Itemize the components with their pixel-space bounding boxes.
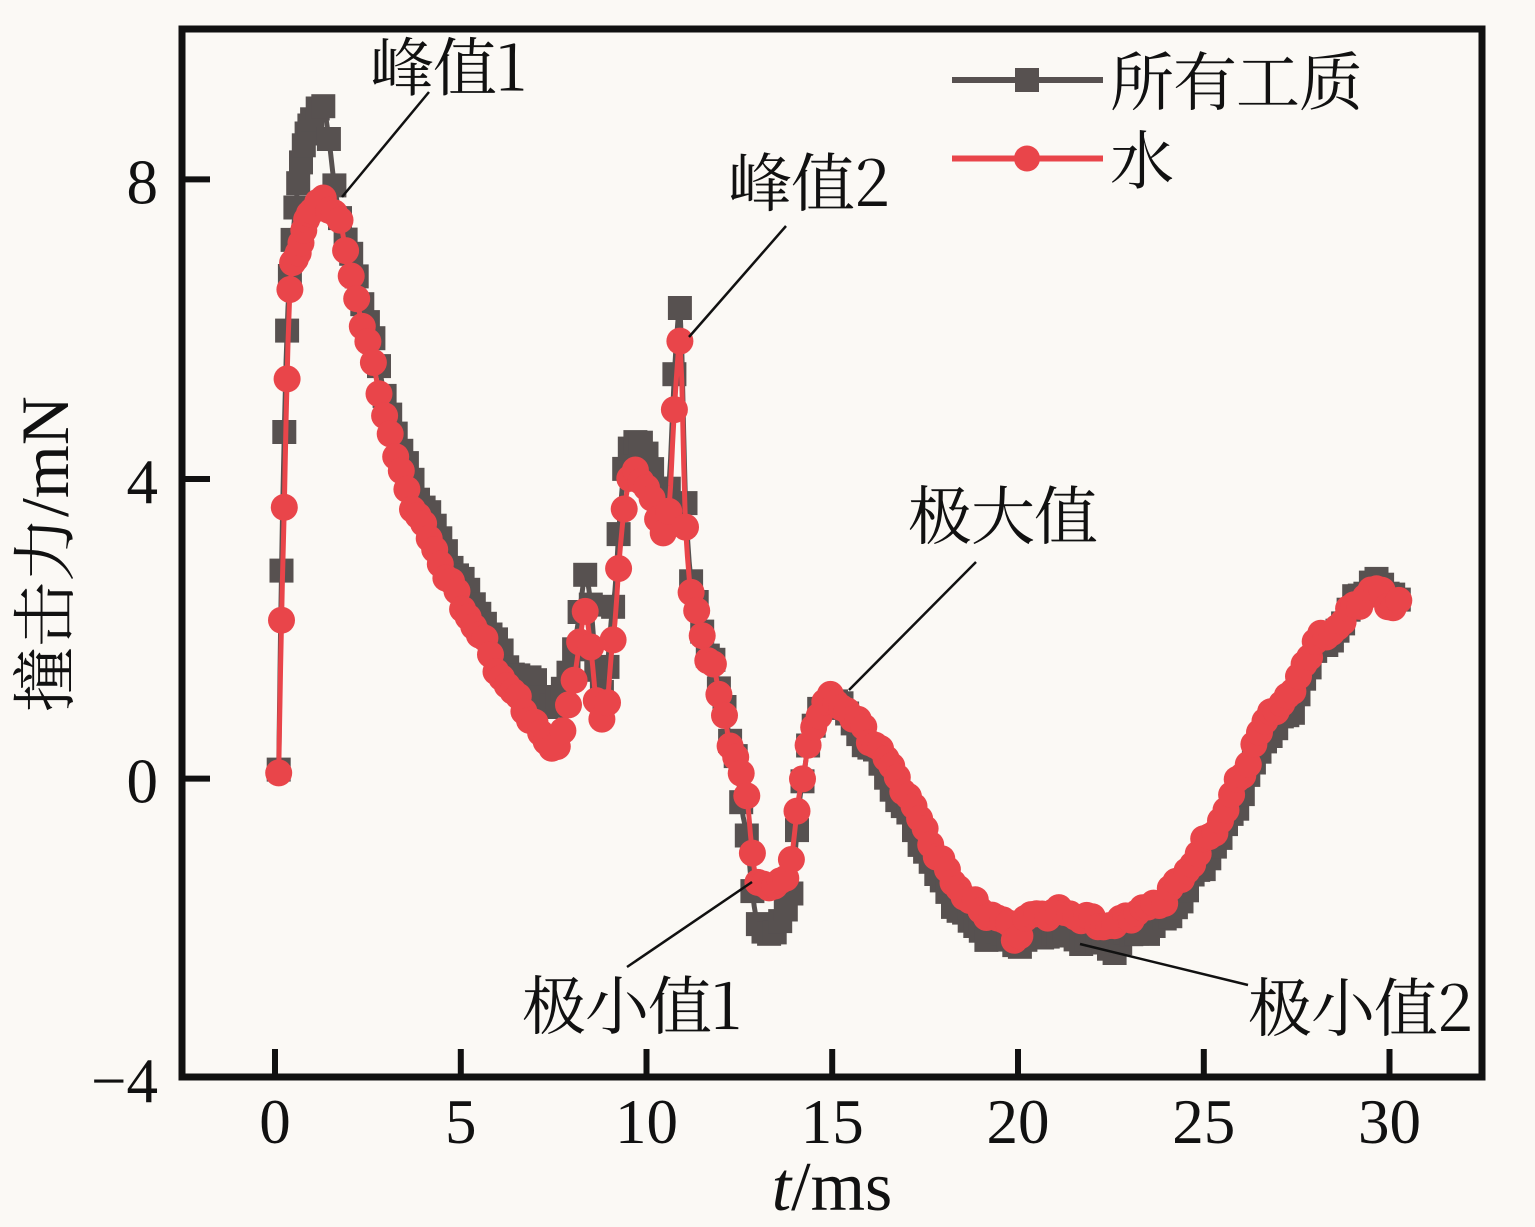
- svg-text:10: 10: [615, 1087, 678, 1157]
- svg-text:30: 30: [1358, 1087, 1421, 1157]
- svg-text:/mN: /mN: [7, 396, 83, 517]
- svg-text:15: 15: [801, 1087, 864, 1157]
- svg-text:8: 8: [127, 147, 159, 217]
- svg-text:20: 20: [987, 1087, 1050, 1157]
- svg-text:t/ms: t/ms: [772, 1149, 893, 1226]
- svg-text:4: 4: [127, 447, 159, 517]
- svg-text:0: 0: [127, 747, 159, 817]
- svg-text:0: 0: [259, 1087, 291, 1157]
- svg-text:−4: −4: [91, 1046, 158, 1116]
- svg-text:5: 5: [445, 1087, 477, 1157]
- svg-text:25: 25: [1172, 1087, 1235, 1157]
